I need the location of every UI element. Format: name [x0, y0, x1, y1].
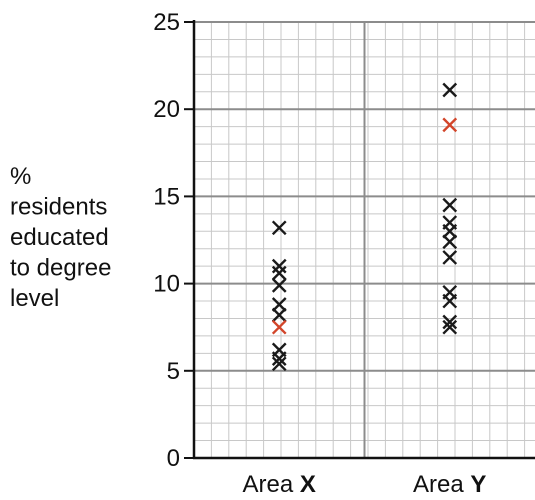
cross-stroke: [442, 234, 458, 250]
y-axis-label-line: educated: [10, 224, 109, 251]
y-tick-labels: 0 5 10 15 20 25: [153, 9, 180, 472]
data-point-cross: [442, 284, 458, 300]
data-point-cross: [271, 265, 287, 281]
category-prefix: Area: [413, 471, 470, 498]
cross-stroke: [271, 307, 287, 323]
data-point-cross: [271, 277, 287, 293]
cross-stroke: [442, 215, 458, 230]
y-tick-label: 20: [153, 96, 180, 123]
y-tick-label: 25: [153, 9, 180, 36]
cross-stroke: [271, 342, 287, 358]
x-category-label: Area X: [243, 471, 316, 498]
y-tick-label: 10: [153, 271, 180, 298]
data-point-cross: [442, 250, 458, 265]
chart-axes: [184, 20, 535, 460]
y-axis-label-line: residents: [10, 194, 107, 221]
cross-stroke: [442, 319, 458, 335]
cross-stroke: [271, 356, 287, 372]
cross-stroke: [271, 277, 287, 293]
cross-stroke: [442, 250, 458, 265]
y-axis-label-line: %: [10, 163, 31, 190]
data-point-cross: [442, 117, 458, 133]
cross-stroke: [442, 314, 458, 330]
data-point-cross: [271, 356, 287, 372]
data-point-cross: [442, 215, 458, 230]
data-point-cross: [271, 319, 287, 335]
y-tick-label: 5: [167, 358, 180, 385]
cross-stroke: [271, 297, 287, 312]
data-point-cross: [442, 319, 458, 335]
cross-stroke: [442, 197, 458, 213]
x-category-labels: Area X Area Y: [243, 471, 487, 498]
category-letter: Y: [470, 471, 486, 498]
cross-stroke: [271, 319, 287, 335]
y-axis-label-line: level: [10, 285, 59, 312]
cross-stroke: [442, 284, 458, 300]
data-point-cross: [271, 220, 287, 236]
data-point-cross: [442, 197, 458, 213]
category-letter: X: [300, 471, 316, 498]
cross-stroke: [271, 220, 287, 236]
data-point-cross: [271, 258, 287, 274]
data-points: [271, 82, 458, 372]
y-axis-label: % residents educated to degree level: [10, 163, 111, 312]
data-point-cross: [442, 314, 458, 330]
x-category-label: Area Y: [413, 471, 486, 498]
y-tick-label: 15: [153, 183, 180, 210]
category-prefix: Area: [243, 471, 300, 498]
y-tick-label: 0: [167, 445, 180, 472]
chart-grid: [193, 21, 535, 459]
cross-stroke: [271, 258, 287, 274]
data-point-cross: [271, 307, 287, 323]
cross-stroke: [442, 117, 458, 133]
cross-stroke: [442, 82, 458, 98]
y-axis-label-line: to degree: [10, 255, 111, 282]
data-point-cross: [271, 342, 287, 358]
data-point-cross: [442, 234, 458, 250]
data-point-cross: [442, 82, 458, 98]
data-point-cross: [271, 297, 287, 312]
